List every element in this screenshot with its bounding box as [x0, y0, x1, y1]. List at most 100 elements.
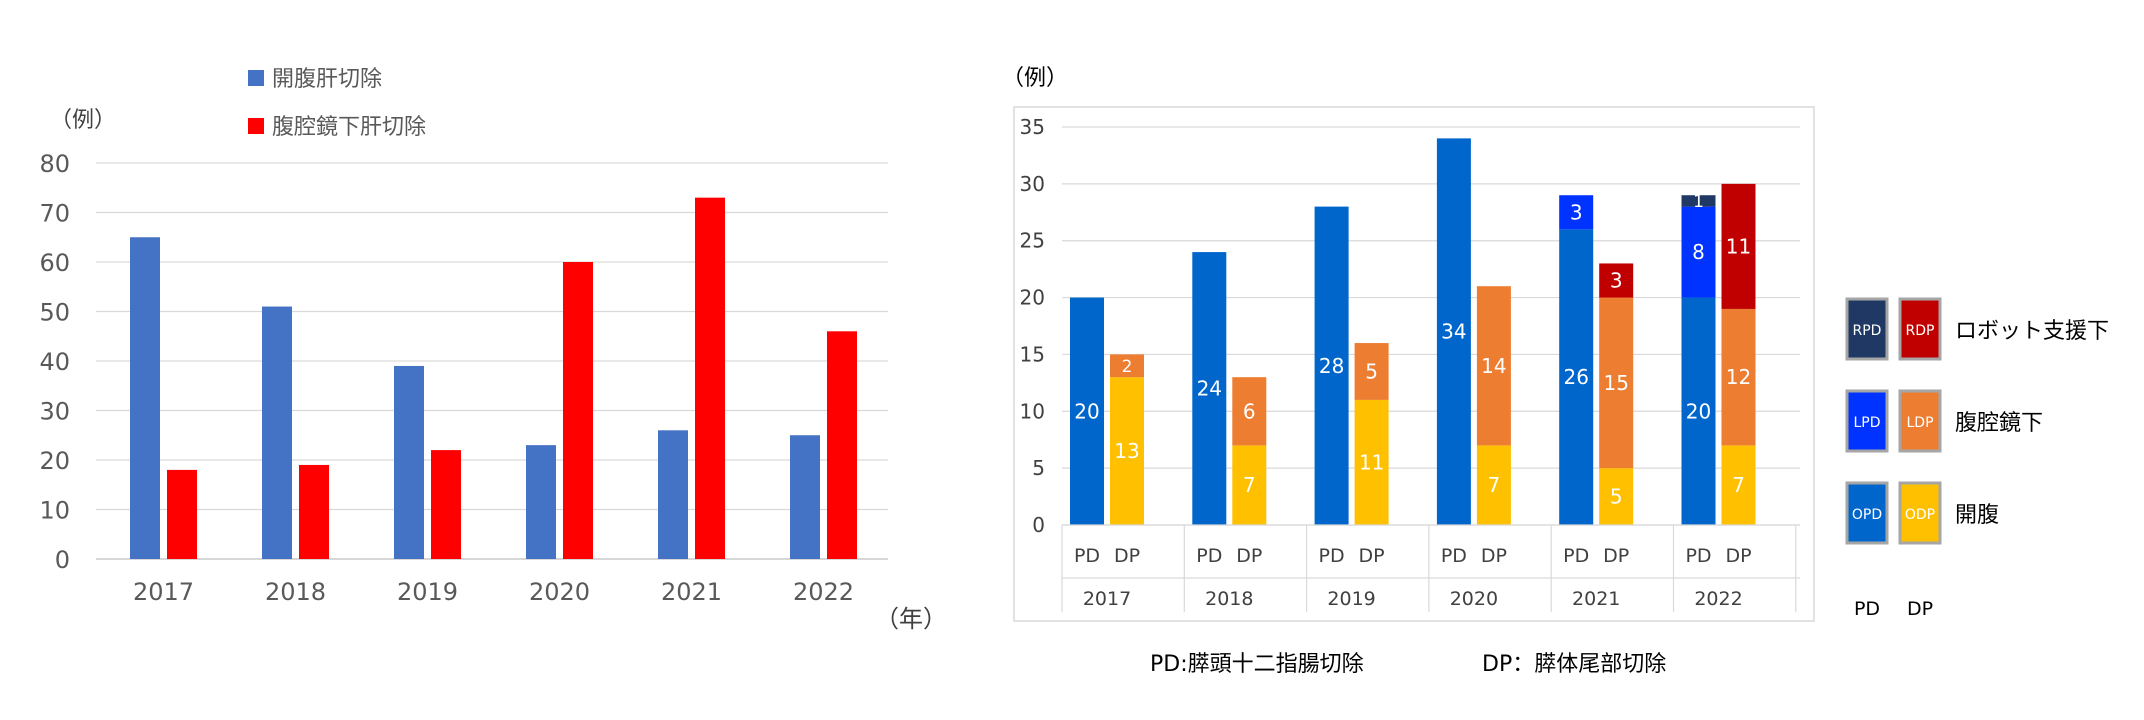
bar-腹腔鏡下肝切除-2017 — [167, 469, 197, 559]
bar-segment-ODP-2017 — [1110, 377, 1144, 525]
bar-segment-LDP-2019 — [1354, 343, 1389, 400]
y-tick-label: 70 — [39, 200, 70, 228]
data-label: 6 — [1243, 399, 1256, 423]
bar-segment-OPD-2022 — [1681, 297, 1716, 525]
bar-segment-OPD-2017 — [1070, 297, 1104, 525]
x-tick-label: 2017 — [1083, 588, 1131, 610]
x-tick-label: 2018 — [1205, 588, 1253, 610]
x-subcategory-label: PD — [1074, 545, 1100, 567]
x-subcategory-label: DP — [1114, 545, 1140, 567]
y-tick-label: 10 — [1020, 399, 1045, 423]
x-subcategory-label: PD — [1685, 545, 1711, 567]
legend-swatch — [248, 70, 264, 86]
y-tick-label: 80 — [39, 150, 70, 178]
x-tick-label: 2019 — [397, 578, 458, 606]
y-tick-label: 20 — [1020, 286, 1045, 310]
legend-swatch-label: LDP — [1906, 415, 1933, 431]
bar-segment-OPD-2021 — [1559, 229, 1594, 526]
bar-腹腔鏡下肝切除-2018 — [299, 464, 329, 559]
x-subcategory-label: DP — [1603, 545, 1629, 567]
bar-segment-LDP-2021 — [1599, 297, 1634, 469]
data-label: 5 — [1610, 485, 1623, 509]
legend-label: 腹腔鏡下肝切除 — [272, 115, 426, 140]
legend-swatch-ODP — [1898, 481, 1942, 545]
bar-腹腔鏡下肝切除-2020 — [563, 262, 593, 559]
bar-segment-ODP-2019 — [1354, 399, 1389, 525]
x-tick-label: 2021 — [1572, 588, 1620, 610]
data-label: 3 — [1610, 269, 1623, 293]
legend-swatch-LPD — [1845, 389, 1889, 453]
data-label: 7 — [1243, 473, 1256, 497]
x-subcategory-label: PD — [1441, 545, 1467, 567]
y-axis-label: （例） — [1002, 66, 1068, 91]
x-tick-label: 2020 — [1450, 588, 1498, 610]
bar-segment-OPD-2020 — [1436, 138, 1471, 525]
x-axis: 2017 2018 2019 2020 2021 2022 — [133, 578, 854, 606]
bar-腹腔鏡下肝切除-2021 — [695, 197, 725, 559]
data-label: 20 — [1074, 399, 1099, 423]
bar-開腹肝切除-2017 — [130, 237, 160, 559]
y-tick-label: 0 — [1032, 513, 1045, 537]
data-label: 14 — [1481, 354, 1506, 378]
y-tick-label: 60 — [39, 249, 70, 277]
y-tick-label: 5 — [1032, 456, 1045, 480]
data-label: 5 — [1365, 359, 1378, 383]
data-label: 15 — [1603, 371, 1628, 395]
data-label: 8 — [1692, 240, 1705, 264]
data-label: 12 — [1726, 365, 1751, 389]
legend-swatch-RDP — [1898, 297, 1942, 361]
bars — [130, 197, 857, 559]
x-tick-label: 2020 — [529, 578, 590, 606]
legend-swatch-label: OPD — [1852, 507, 1882, 523]
bar-segment-LDP-2020 — [1476, 286, 1511, 446]
y-tick-label: 35 — [1020, 115, 1045, 139]
bar-segment-LDP-2017 — [1110, 354, 1144, 378]
bar-開腹肝切除-2022 — [790, 435, 820, 559]
legend-row-label: 開腹 — [1955, 503, 1999, 528]
x-subcategory-label: DP — [1359, 545, 1385, 567]
bar-腹腔鏡下肝切除-2022 — [827, 331, 857, 559]
legend-column-label: PD — [1854, 598, 1880, 620]
data-label: 20 — [1686, 399, 1711, 423]
data-label: 34 — [1441, 320, 1466, 344]
y-tick-label: 0 — [55, 546, 70, 574]
legend-swatch — [248, 118, 264, 134]
x-tick-label: 2021 — [661, 578, 722, 606]
data-label: 3 — [1570, 200, 1583, 224]
plot-frame — [1013, 106, 1815, 622]
y-tick-label: 25 — [1020, 229, 1045, 253]
data-label: 1 — [1693, 192, 1704, 212]
data-label: 26 — [1563, 365, 1588, 389]
legend-swatch-LDP — [1898, 389, 1942, 453]
bar-segment-OPD-2018 — [1192, 252, 1227, 526]
y-axis: 0 5 10 15 20 25 30 35 — [1020, 115, 1045, 537]
bars: 20 13 2 24 7 6 28 11 5 34 7 14 26 3 5 15 3 20 8 1 7 12 11 — [1070, 138, 1756, 526]
grid — [96, 162, 888, 560]
bar-開腹肝切除-2021 — [658, 430, 688, 559]
y-tick-label: 10 — [39, 497, 70, 525]
y-tick-label: 20 — [39, 447, 70, 475]
legend-swatch-RPD — [1845, 297, 1889, 361]
x-subcategory-label: PD — [1196, 545, 1222, 567]
y-tick-label: 40 — [39, 348, 70, 376]
y-tick-label: 15 — [1020, 342, 1045, 366]
y-axis: 0 10 20 30 40 50 60 70 80 — [39, 150, 70, 574]
bar-segment-RDP-2022 — [1721, 183, 1756, 309]
x-tick-label: 2022 — [1694, 588, 1742, 610]
y-tick-label: 30 — [1020, 172, 1045, 196]
bar-segment-RDP-2021 — [1599, 263, 1634, 298]
x-subcategory-label: DP — [1725, 545, 1751, 567]
legend-label: 開腹肝切除 — [272, 67, 382, 92]
data-label: 7 — [1732, 473, 1745, 497]
legend-swatch-label: RPD — [1853, 323, 1882, 339]
legend-swatch-label: RDP — [1906, 323, 1935, 339]
data-label: 11 — [1726, 234, 1751, 258]
legend-swatch-label: LPD — [1853, 415, 1880, 431]
data-label: 2 — [1122, 357, 1133, 377]
x-tick-label: 2019 — [1327, 588, 1375, 610]
bar-segment-LDP-2022 — [1721, 308, 1756, 446]
bar-segment-ODP-2020 — [1476, 445, 1511, 525]
y-tick-label: 30 — [39, 398, 70, 426]
